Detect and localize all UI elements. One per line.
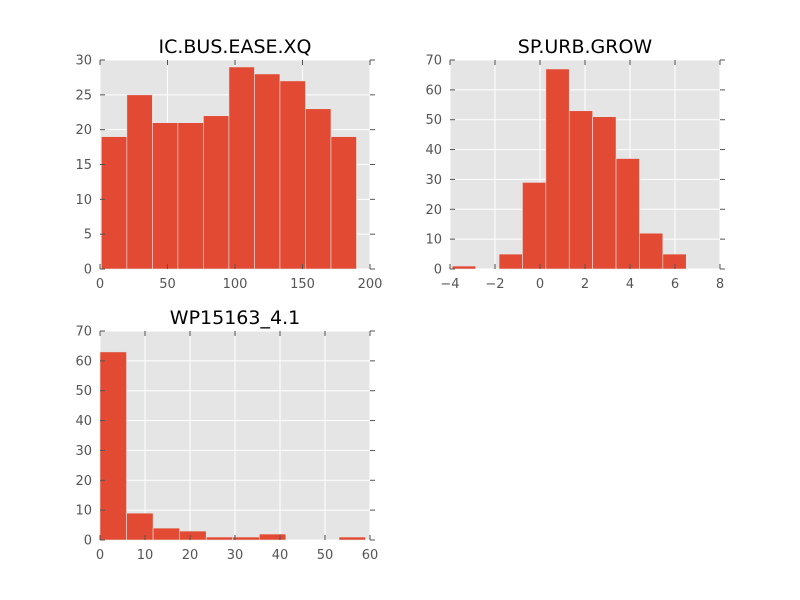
histogram-bar [205, 536, 234, 541]
x-tick-label: 40 [272, 548, 289, 563]
histogram-panel: −4 −2 0 2 4 6 8 0 10 20 30 40 50 60 70 SP.URB.GROW [425, 36, 725, 292]
histogram-bar [522, 182, 547, 270]
x-tick-label: 100 [223, 277, 248, 292]
histogram-bar [203, 115, 230, 270]
x-tick-label: 0 [536, 277, 544, 292]
histogram-bar [152, 122, 179, 270]
x-tick-label: 0 [96, 548, 104, 563]
y-tick-label: 30 [425, 173, 442, 188]
y-tick-label: 10 [425, 233, 442, 248]
histogram-bar [232, 536, 260, 541]
x-tick-label: −4 [440, 277, 459, 292]
chart-title: SP.URB.GROW [518, 36, 653, 58]
y-tick-label: 10 [75, 504, 92, 519]
x-tick-label: 20 [182, 548, 199, 563]
histogram-bar [305, 108, 332, 270]
x-tick-label: 30 [227, 548, 244, 563]
histogram-bar [498, 253, 523, 270]
x-tick-label: 4 [626, 277, 634, 292]
y-tick-label: 70 [75, 325, 92, 340]
histogram-bar [126, 512, 154, 541]
histogram-bar [99, 351, 127, 541]
histogram-bar [592, 116, 617, 270]
histogram-bar [254, 73, 281, 270]
y-tick-label: 60 [75, 354, 92, 369]
y-tick-label: 5 [84, 228, 92, 243]
x-tick-label: 10 [137, 548, 154, 563]
y-tick-label: 70 [425, 54, 442, 69]
histogram-bar [615, 158, 640, 270]
histogram-bar [101, 136, 128, 270]
x-tick-label: 0 [96, 277, 104, 292]
histogram-bar [177, 122, 204, 270]
y-tick-label: 0 [84, 263, 92, 278]
histogram-bar [228, 66, 255, 270]
x-tick-label: 50 [317, 548, 334, 563]
histogram-bar [279, 80, 306, 270]
x-tick-label: 200 [358, 277, 383, 292]
x-tick-label: 6 [671, 277, 679, 292]
histogram-bar [639, 232, 664, 270]
histogram-bar [126, 94, 153, 270]
x-tick-label: 150 [290, 277, 315, 292]
y-tick-label: 20 [75, 123, 92, 138]
y-tick-label: 50 [75, 384, 92, 399]
histogram-panel: 0 10 20 30 40 50 60 0 10 20 30 40 50 60 70 WP15163_4.1 [75, 307, 378, 563]
histogram-bar [545, 68, 570, 270]
histogram-bar [568, 110, 593, 270]
y-tick-label: 40 [75, 414, 92, 429]
chart-title: WP15163_4.1 [170, 307, 300, 329]
x-tick-label: 60 [362, 548, 379, 563]
histogram-panel: 0 50 100 150 200 0 5 10 15 20 25 30 IC.BUS.EASE.XQ [75, 36, 382, 292]
x-tick-label: −2 [485, 277, 504, 292]
x-tick-label: 8 [716, 277, 724, 292]
histogram-bar [258, 533, 287, 541]
y-tick-label: 0 [84, 534, 92, 549]
histogram-bar [179, 530, 207, 541]
y-tick-label: 0 [434, 263, 442, 278]
y-tick-label: 20 [425, 203, 442, 218]
y-tick-label: 15 [75, 158, 92, 173]
histogram-bar [152, 527, 180, 541]
chart-title: IC.BUS.EASE.XQ [158, 36, 311, 58]
y-tick-label: 10 [75, 193, 92, 208]
y-tick-label: 60 [425, 83, 442, 98]
x-tick-label: 2 [581, 277, 589, 292]
y-tick-label: 40 [425, 143, 442, 158]
histogram-bar [330, 136, 357, 270]
y-tick-label: 30 [75, 54, 92, 69]
x-tick-label: 50 [159, 277, 176, 292]
y-tick-label: 25 [75, 88, 92, 103]
y-tick-label: 20 [75, 474, 92, 489]
histogram-bar [338, 536, 366, 541]
y-tick-label: 30 [75, 444, 92, 459]
histogram-bar [451, 265, 476, 270]
y-tick-label: 50 [425, 113, 442, 128]
